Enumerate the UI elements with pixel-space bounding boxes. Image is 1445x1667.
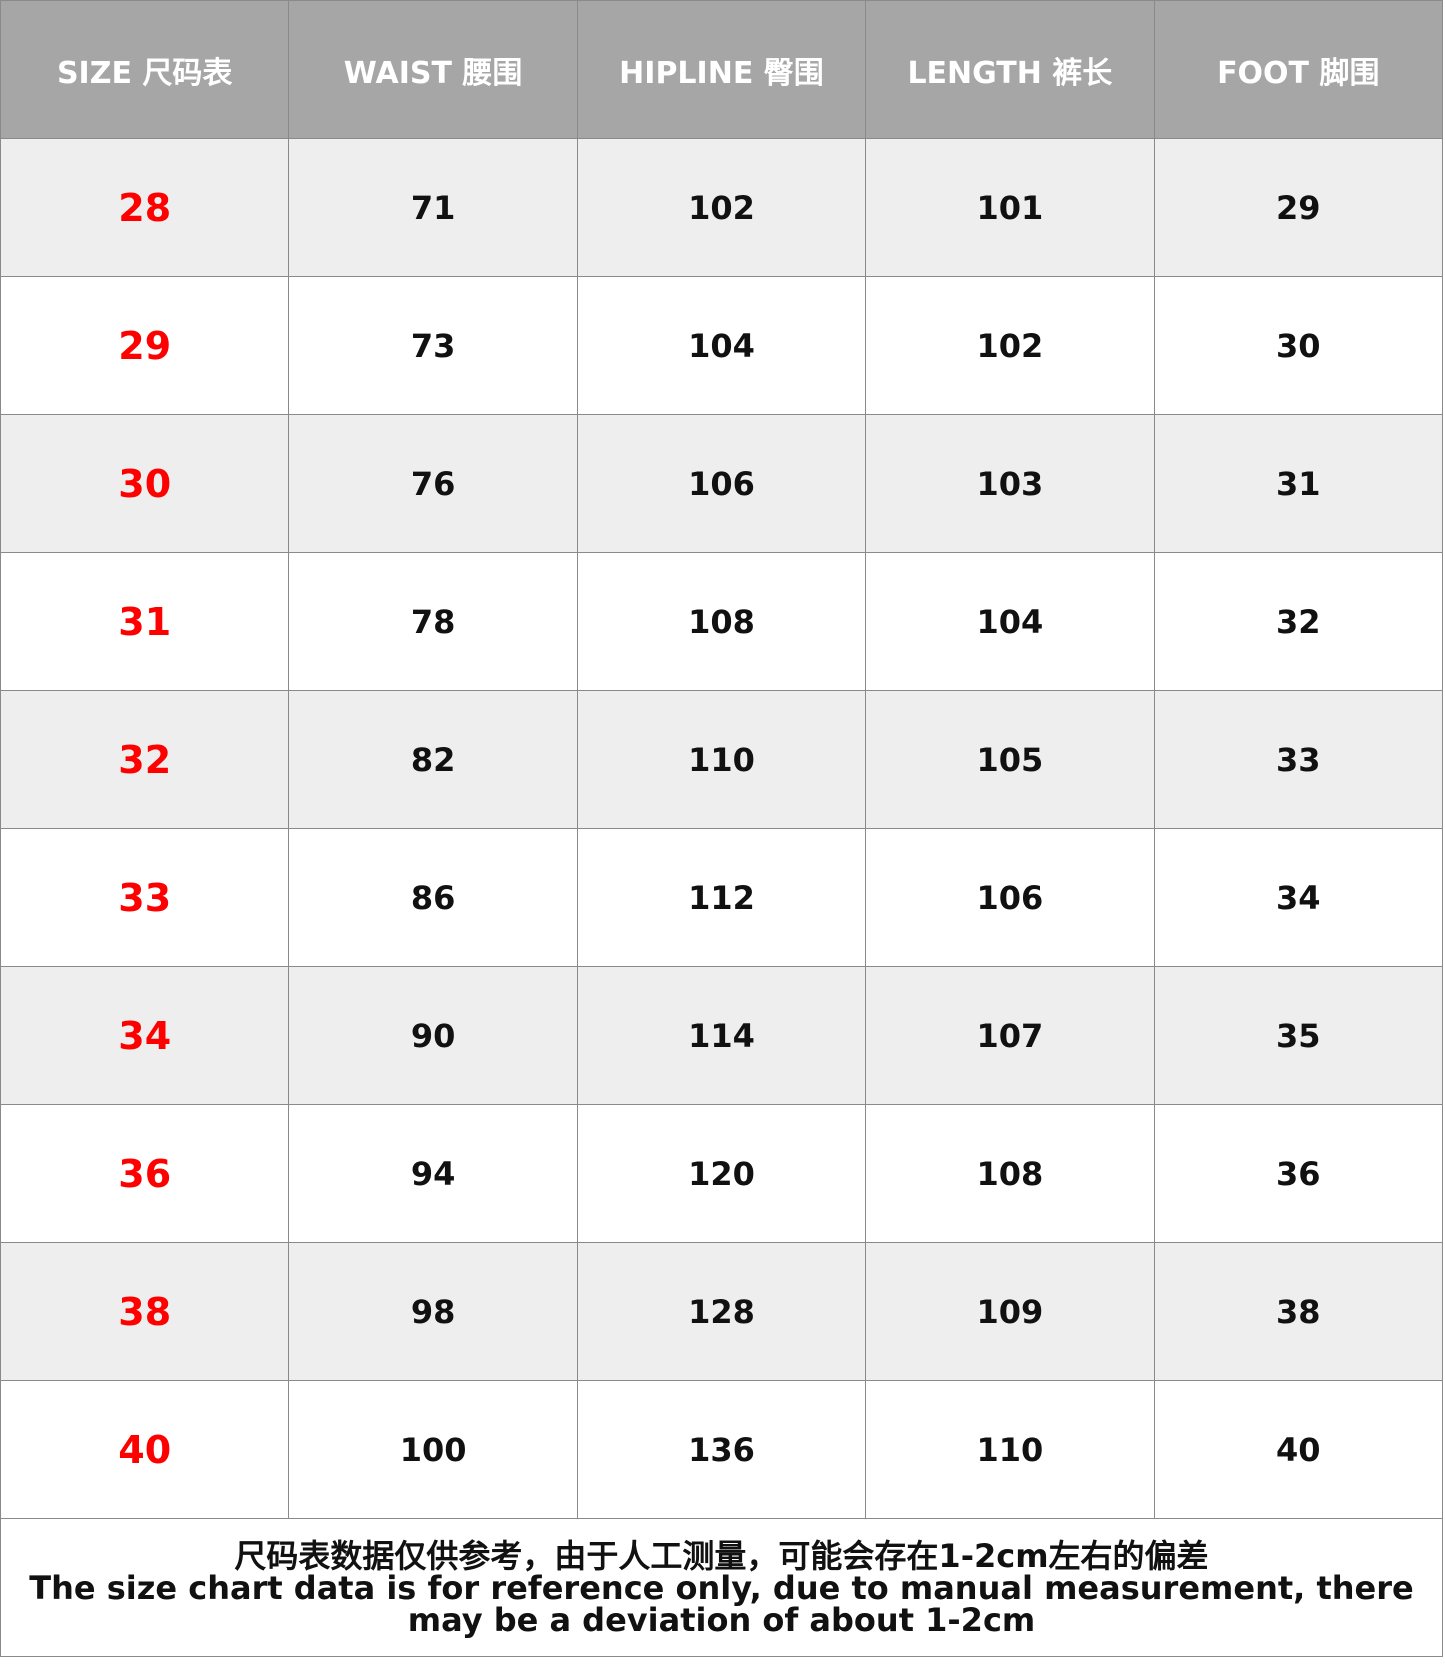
header-row: SIZE 尺码表 WAIST 腰围 HIPLINE 臀围 LENGTH 裤长 FOOT … — [0, 0, 1444, 139]
measurement-cell: 94 — [288, 1104, 578, 1243]
measurement-cell: 104 — [576, 276, 867, 415]
measurement-cell: 78 — [288, 552, 578, 691]
column-header: LENGTH 裤长 — [865, 0, 1155, 139]
column-header: HIPLINE 臀围 — [576, 0, 867, 139]
measurement-cell: 112 — [576, 828, 867, 967]
measurement-cell: 110 — [576, 690, 867, 829]
size-cell: 29 — [0, 276, 290, 415]
measurement-cell: 105 — [865, 690, 1155, 829]
measurement-cell: 38 — [1153, 1242, 1444, 1381]
measurement-cell: 90 — [288, 966, 578, 1105]
table-row: 30 76 106 103 31 — [0, 414, 1444, 553]
size-cell: 40 — [0, 1380, 290, 1519]
measurement-cell: 108 — [865, 1104, 1155, 1243]
measurement-cell: 34 — [1153, 828, 1444, 967]
note-chinese: 尺码表数据仅供参考，由于人工测量，可能会存在1-2cm左右的偏差 — [234, 1536, 1209, 1575]
measurement-cell: 114 — [576, 966, 867, 1105]
measurement-cell: 35 — [1153, 966, 1444, 1105]
measurement-cell: 136 — [576, 1380, 867, 1519]
measurement-cell: 71 — [288, 138, 578, 277]
measurement-cell: 106 — [576, 414, 867, 553]
measurement-cell: 76 — [288, 414, 578, 553]
footer-note: 尺码表数据仅供参考，由于人工测量，可能会存在1-2cm左右的偏差 The siz… — [0, 1518, 1443, 1657]
measurement-cell: 73 — [288, 276, 578, 415]
measurement-cell: 102 — [865, 276, 1155, 415]
measurement-cell: 107 — [865, 966, 1155, 1105]
measurement-cell: 104 — [865, 552, 1155, 691]
column-header: SIZE 尺码表 — [0, 0, 290, 139]
size-cell: 28 — [0, 138, 290, 277]
footer-row: 尺码表数据仅供参考，由于人工测量，可能会存在1-2cm左右的偏差 The siz… — [0, 1518, 1443, 1657]
size-cell: 30 — [0, 414, 290, 553]
measurement-cell: 30 — [1153, 276, 1444, 415]
measurement-cell: 98 — [288, 1242, 578, 1381]
column-header: FOOT 脚围 — [1153, 0, 1444, 139]
table-row: 40 100 136 110 40 — [0, 1380, 1444, 1519]
table-row: 34 90 114 107 35 — [0, 966, 1444, 1105]
table-row: 32 82 110 105 33 — [0, 690, 1444, 829]
table-row: 28 71 102 101 29 — [0, 138, 1444, 277]
size-cell: 36 — [0, 1104, 290, 1243]
size-cell: 33 — [0, 828, 290, 967]
size-cell: 31 — [0, 552, 290, 691]
measurement-cell: 100 — [288, 1380, 578, 1519]
size-cell: 34 — [0, 966, 290, 1105]
column-header: WAIST 腰围 — [288, 0, 578, 139]
size-cell: 32 — [0, 690, 290, 829]
measurement-cell: 128 — [576, 1242, 867, 1381]
measurement-cell: 36 — [1153, 1104, 1444, 1243]
measurement-cell: 120 — [576, 1104, 867, 1243]
measurement-cell: 32 — [1153, 552, 1444, 691]
measurement-cell: 103 — [865, 414, 1155, 553]
table-row: 29 73 104 102 30 — [0, 276, 1444, 415]
measurement-cell: 108 — [576, 552, 867, 691]
size-cell: 38 — [0, 1242, 290, 1381]
table-row: 31 78 108 104 32 — [0, 552, 1444, 691]
measurement-cell: 106 — [865, 828, 1155, 967]
measurement-cell: 40 — [1153, 1380, 1444, 1519]
measurement-cell: 86 — [288, 828, 578, 967]
note-english: The size chart data is for reference onl… — [29, 1568, 1414, 1639]
measurement-cell: 82 — [288, 690, 578, 829]
measurement-cell: 29 — [1153, 138, 1444, 277]
measurement-cell: 101 — [865, 138, 1155, 277]
measurement-cell: 33 — [1153, 690, 1444, 829]
table-row: 36 94 120 108 36 — [0, 1104, 1444, 1243]
table-row: 33 86 112 106 34 — [0, 828, 1444, 967]
measurement-cell: 31 — [1153, 414, 1444, 553]
measurement-cell: 109 — [865, 1242, 1155, 1381]
table-row: 38 98 128 109 38 — [0, 1242, 1444, 1381]
measurement-cell: 110 — [865, 1380, 1155, 1519]
measurement-cell: 102 — [576, 138, 867, 277]
